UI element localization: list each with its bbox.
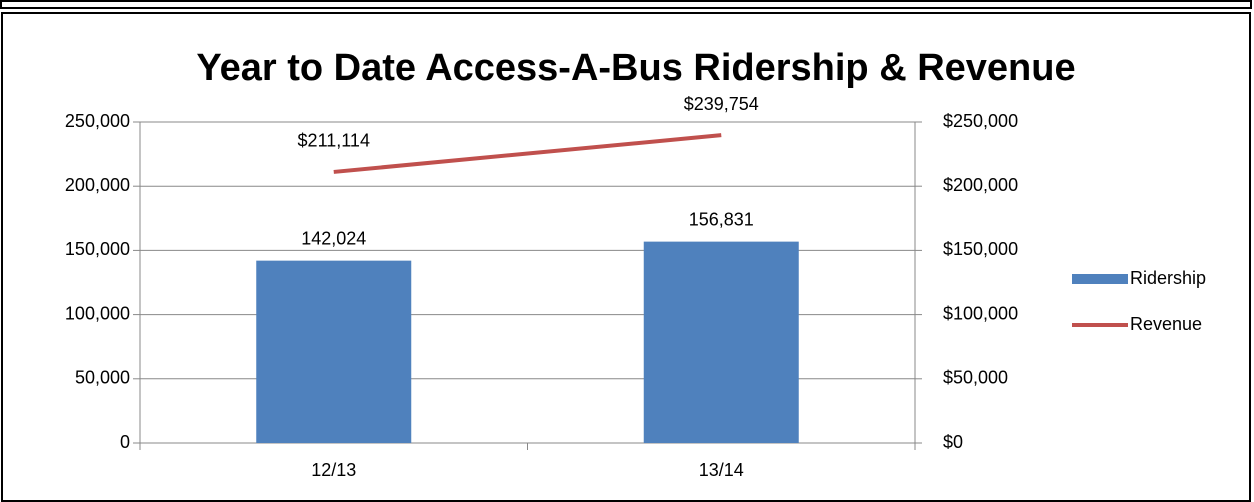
data-label: $211,114 [298,131,370,151]
y-tick-label: 100,000 [65,303,130,323]
y-tick-label: 50,000 [75,368,130,388]
line [333,133,722,174]
y2-tick-label: $200,000 [943,175,1018,195]
legend-swatch [1072,274,1128,284]
y2-tick-label: $150,000 [943,239,1018,259]
bar [256,260,412,443]
top-border [0,0,1252,9]
chart-frame [1,12,1251,502]
y-tick-label: 150,000 [65,239,130,259]
y2-tick-label: $0 [943,432,963,452]
data-label: 142,024 [301,228,366,248]
y-tick-label: 250,000 [65,111,130,131]
data-label: $239,754 [684,94,759,114]
chart-title: Year to Date Access-A-Bus Ridership & Re… [196,47,1075,89]
x-tick-label: 12/13 [311,460,356,480]
y-tick-label: 200,000 [65,175,130,195]
legend-label: Ridership [1130,268,1206,288]
x-tick-label: 13/14 [699,460,744,480]
y-tick-label: 0 [120,432,130,452]
legend-label: Revenue [1130,314,1202,334]
y2-tick-label: $50,000 [943,368,1008,388]
bar [643,241,799,443]
y2-tick-label: $100,000 [943,303,1018,323]
y2-tick-label: $250,000 [943,111,1018,131]
data-label: 156,831 [689,209,754,229]
